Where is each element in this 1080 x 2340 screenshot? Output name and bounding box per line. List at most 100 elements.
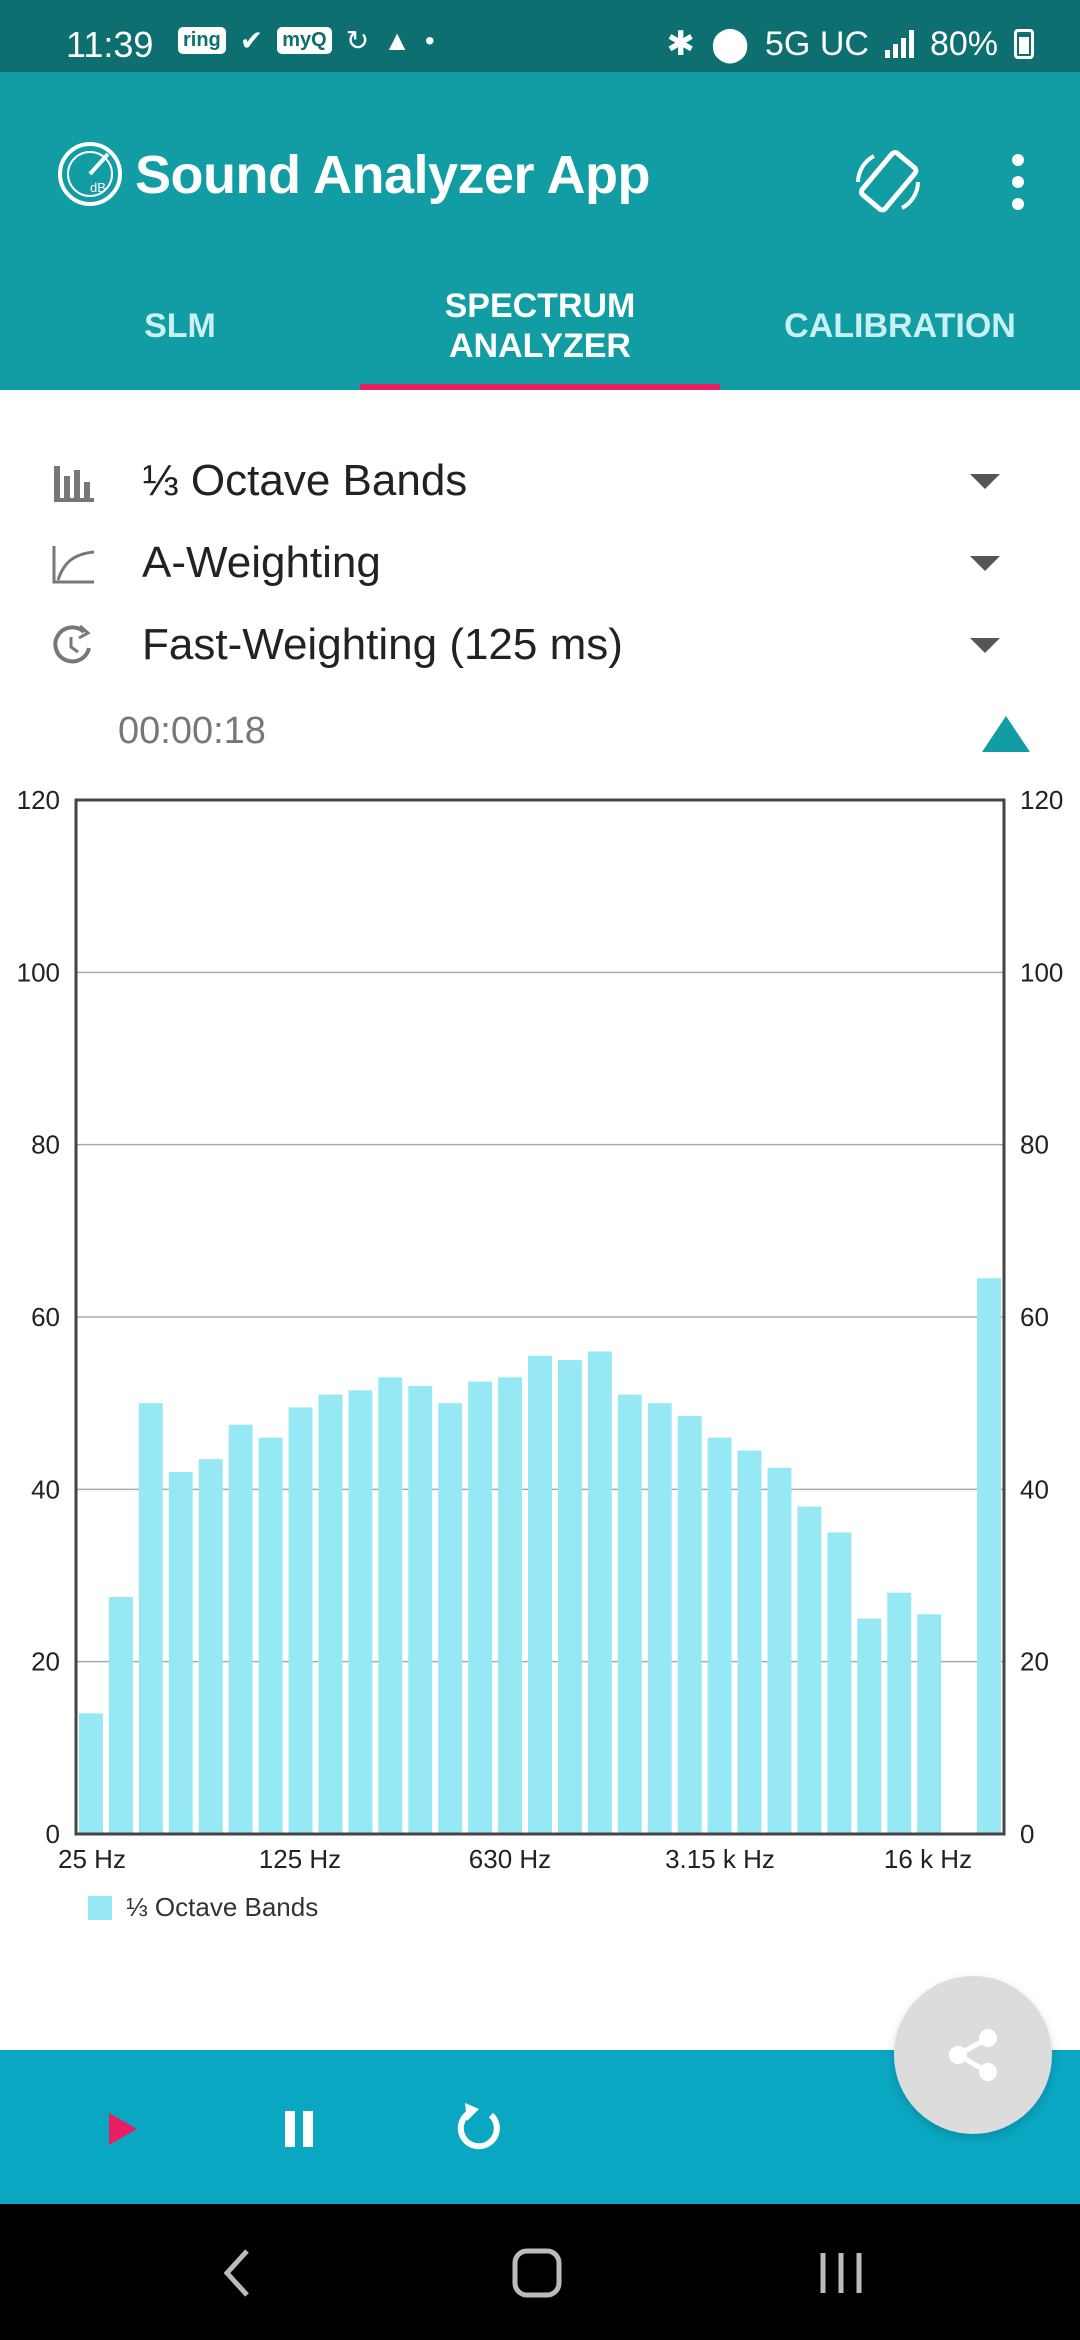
more-notifications-dot-icon: •: [424, 24, 435, 56]
collapse-settings-button[interactable]: [982, 716, 1030, 752]
time-weighting-dropdown[interactable]: Fast-Weighting (125 ms): [0, 604, 1080, 686]
bar-chart-icon: [54, 466, 94, 502]
ring-notification-icon: ring: [178, 27, 226, 54]
overflow-menu-button[interactable]: [998, 144, 1038, 225]
spectrum-bar: [318, 1394, 343, 1834]
back-button[interactable]: [202, 2238, 272, 2308]
myq-notification-icon: myQ: [277, 27, 332, 54]
status-time: 11:39: [66, 24, 154, 65]
tab-spectrum-analyzer[interactable]: SPECTRUM ANALYZER: [360, 262, 720, 390]
chevron-down-icon: [970, 474, 1000, 489]
rotate-icon: [856, 150, 920, 213]
status-indicators: ✱ ⬤ 5G UC 80%: [666, 24, 1034, 64]
share-button[interactable]: [894, 1976, 1052, 2134]
x-tick-label: 125 Hz: [259, 1844, 341, 1874]
more-vert-icon: [1012, 154, 1024, 210]
tab-calibration[interactable]: CALIBRATION: [720, 262, 1080, 390]
status-bar: 11:39 ring ✔ myQ ↻ ▲ • ✱ ⬤ 5G UC 80%: [0, 0, 1080, 72]
y-tick-label-left: 40: [31, 1474, 60, 1504]
location-icon: ⬤: [710, 25, 750, 63]
legend-label: ⅓ Octave Bands: [126, 1892, 319, 1922]
spectrum-bar: [857, 1618, 882, 1834]
sound-meter-logo-icon: dB: [56, 140, 124, 213]
spectrum-bar: [228, 1424, 253, 1834]
band-mode-dropdown[interactable]: ⅓ Octave Bands: [0, 440, 1080, 522]
y-tick-label-left: 60: [31, 1302, 60, 1332]
play-icon: [109, 2113, 137, 2145]
spectrum-bar: [767, 1467, 792, 1834]
home-button[interactable]: [502, 2238, 572, 2308]
app-title: Sound Analyzer App: [135, 145, 651, 205]
tab-bar: SLM SPECTRUM ANALYZER CALIBRATION: [0, 262, 1080, 390]
spectrum-bar: [468, 1381, 493, 1834]
spectrum-bar: [887, 1592, 912, 1834]
spectrum-bar: [408, 1385, 433, 1834]
chevron-down-icon: [970, 638, 1000, 653]
tab-slm[interactable]: SLM: [0, 262, 360, 390]
spectrum-chart: 0 0 20 20 40 40 60 60 80 80 100 100 120 120 25 Hz 125 H…: [17, 785, 1064, 1874]
spectrum-bar: [258, 1437, 283, 1834]
app-notification-icon: ▲: [383, 24, 411, 56]
spectrum-bar: [348, 1390, 373, 1834]
y-tick-label-right: 40: [1020, 1474, 1049, 1504]
spectrum-bar: [707, 1437, 732, 1834]
spectrum-bar: [797, 1506, 822, 1834]
spectrum-bar: [138, 1403, 163, 1834]
spectrum-bar: [79, 1713, 103, 1834]
signal-icon: [884, 30, 914, 58]
home-icon: [512, 2248, 562, 2298]
spectrum-bar: [557, 1360, 582, 1834]
back-chevron-icon: [223, 2249, 249, 2297]
bluetooth-icon: ✱: [666, 25, 695, 63]
spectrum-bar: [617, 1394, 642, 1834]
notification-icons: ring ✔ myQ ↻ ▲ •: [178, 24, 435, 57]
spectrum-bar: [917, 1614, 942, 1834]
tab-slm-label: SLM: [144, 307, 216, 345]
timer-reset-icon: [53, 624, 91, 664]
y-tick-label-left: 120: [17, 785, 60, 815]
tab-calibration-label: CALIBRATION: [784, 307, 1016, 345]
pause-icon: [285, 2111, 313, 2147]
y-tick-label-right: 60: [1020, 1302, 1049, 1332]
spectrum-bar: [587, 1351, 612, 1834]
y-tick-label-right: 120: [1020, 785, 1063, 815]
y-tick-label-left: 80: [31, 1130, 60, 1160]
spectrum-bar: [977, 1278, 1001, 1834]
elapsed-time: 00:00:18: [118, 710, 266, 752]
y-tick-label-right: 20: [1020, 1647, 1049, 1677]
x-tick-label: 16 k Hz: [884, 1844, 972, 1874]
spectrum-bar: [677, 1416, 702, 1834]
spectrum-bar: [168, 1472, 193, 1834]
recents-button[interactable]: [806, 2238, 876, 2308]
y-tick-label-left: 100: [17, 957, 60, 987]
spectrum-bar: [438, 1403, 463, 1834]
tab-spectrum-analyzer-label: SPECTRUM ANALYZER: [444, 287, 636, 365]
sync-notification-icon: ↻: [345, 25, 370, 56]
x-tick-label: 630 Hz: [469, 1844, 551, 1874]
x-tick-label: 25 Hz: [58, 1844, 126, 1874]
app-bar: dB Sound Analyzer App SLM SPECTRUM ANALY…: [0, 72, 1080, 390]
analyzer-settings: ⅓ Octave Bands A-Weighting Fast-Weightin…: [0, 440, 1080, 686]
screen-rotate-button[interactable]: [850, 144, 926, 225]
spectrum-bar: [198, 1459, 223, 1834]
pause-button[interactable]: [264, 2094, 334, 2164]
reset-icon: [457, 2103, 500, 2150]
recents-icon: [820, 2253, 862, 2293]
share-icon: [949, 2029, 997, 2081]
frequency-weighting-dropdown[interactable]: A-Weighting: [0, 522, 1080, 604]
spectrum-bar: [528, 1355, 552, 1834]
chart-legend: ⅓ Octave Bands: [88, 1892, 318, 1923]
play-button[interactable]: [86, 2094, 156, 2164]
reset-button[interactable]: [444, 2094, 514, 2164]
spectrum-bar: [288, 1407, 313, 1834]
x-tick-label: 3.15 k Hz: [665, 1844, 775, 1874]
spectrum-bar: [647, 1403, 672, 1834]
chevron-down-icon: [970, 556, 1000, 571]
svg-text:dB: dB: [90, 180, 106, 195]
spectrum-bar: [108, 1597, 133, 1834]
check-notification-icon: ✔: [239, 25, 264, 56]
battery-icon: [1014, 29, 1034, 59]
spectrum-bar: [378, 1377, 403, 1834]
y-tick-label-left: 0: [46, 1819, 60, 1849]
plot-frame: [74, 798, 1006, 1836]
